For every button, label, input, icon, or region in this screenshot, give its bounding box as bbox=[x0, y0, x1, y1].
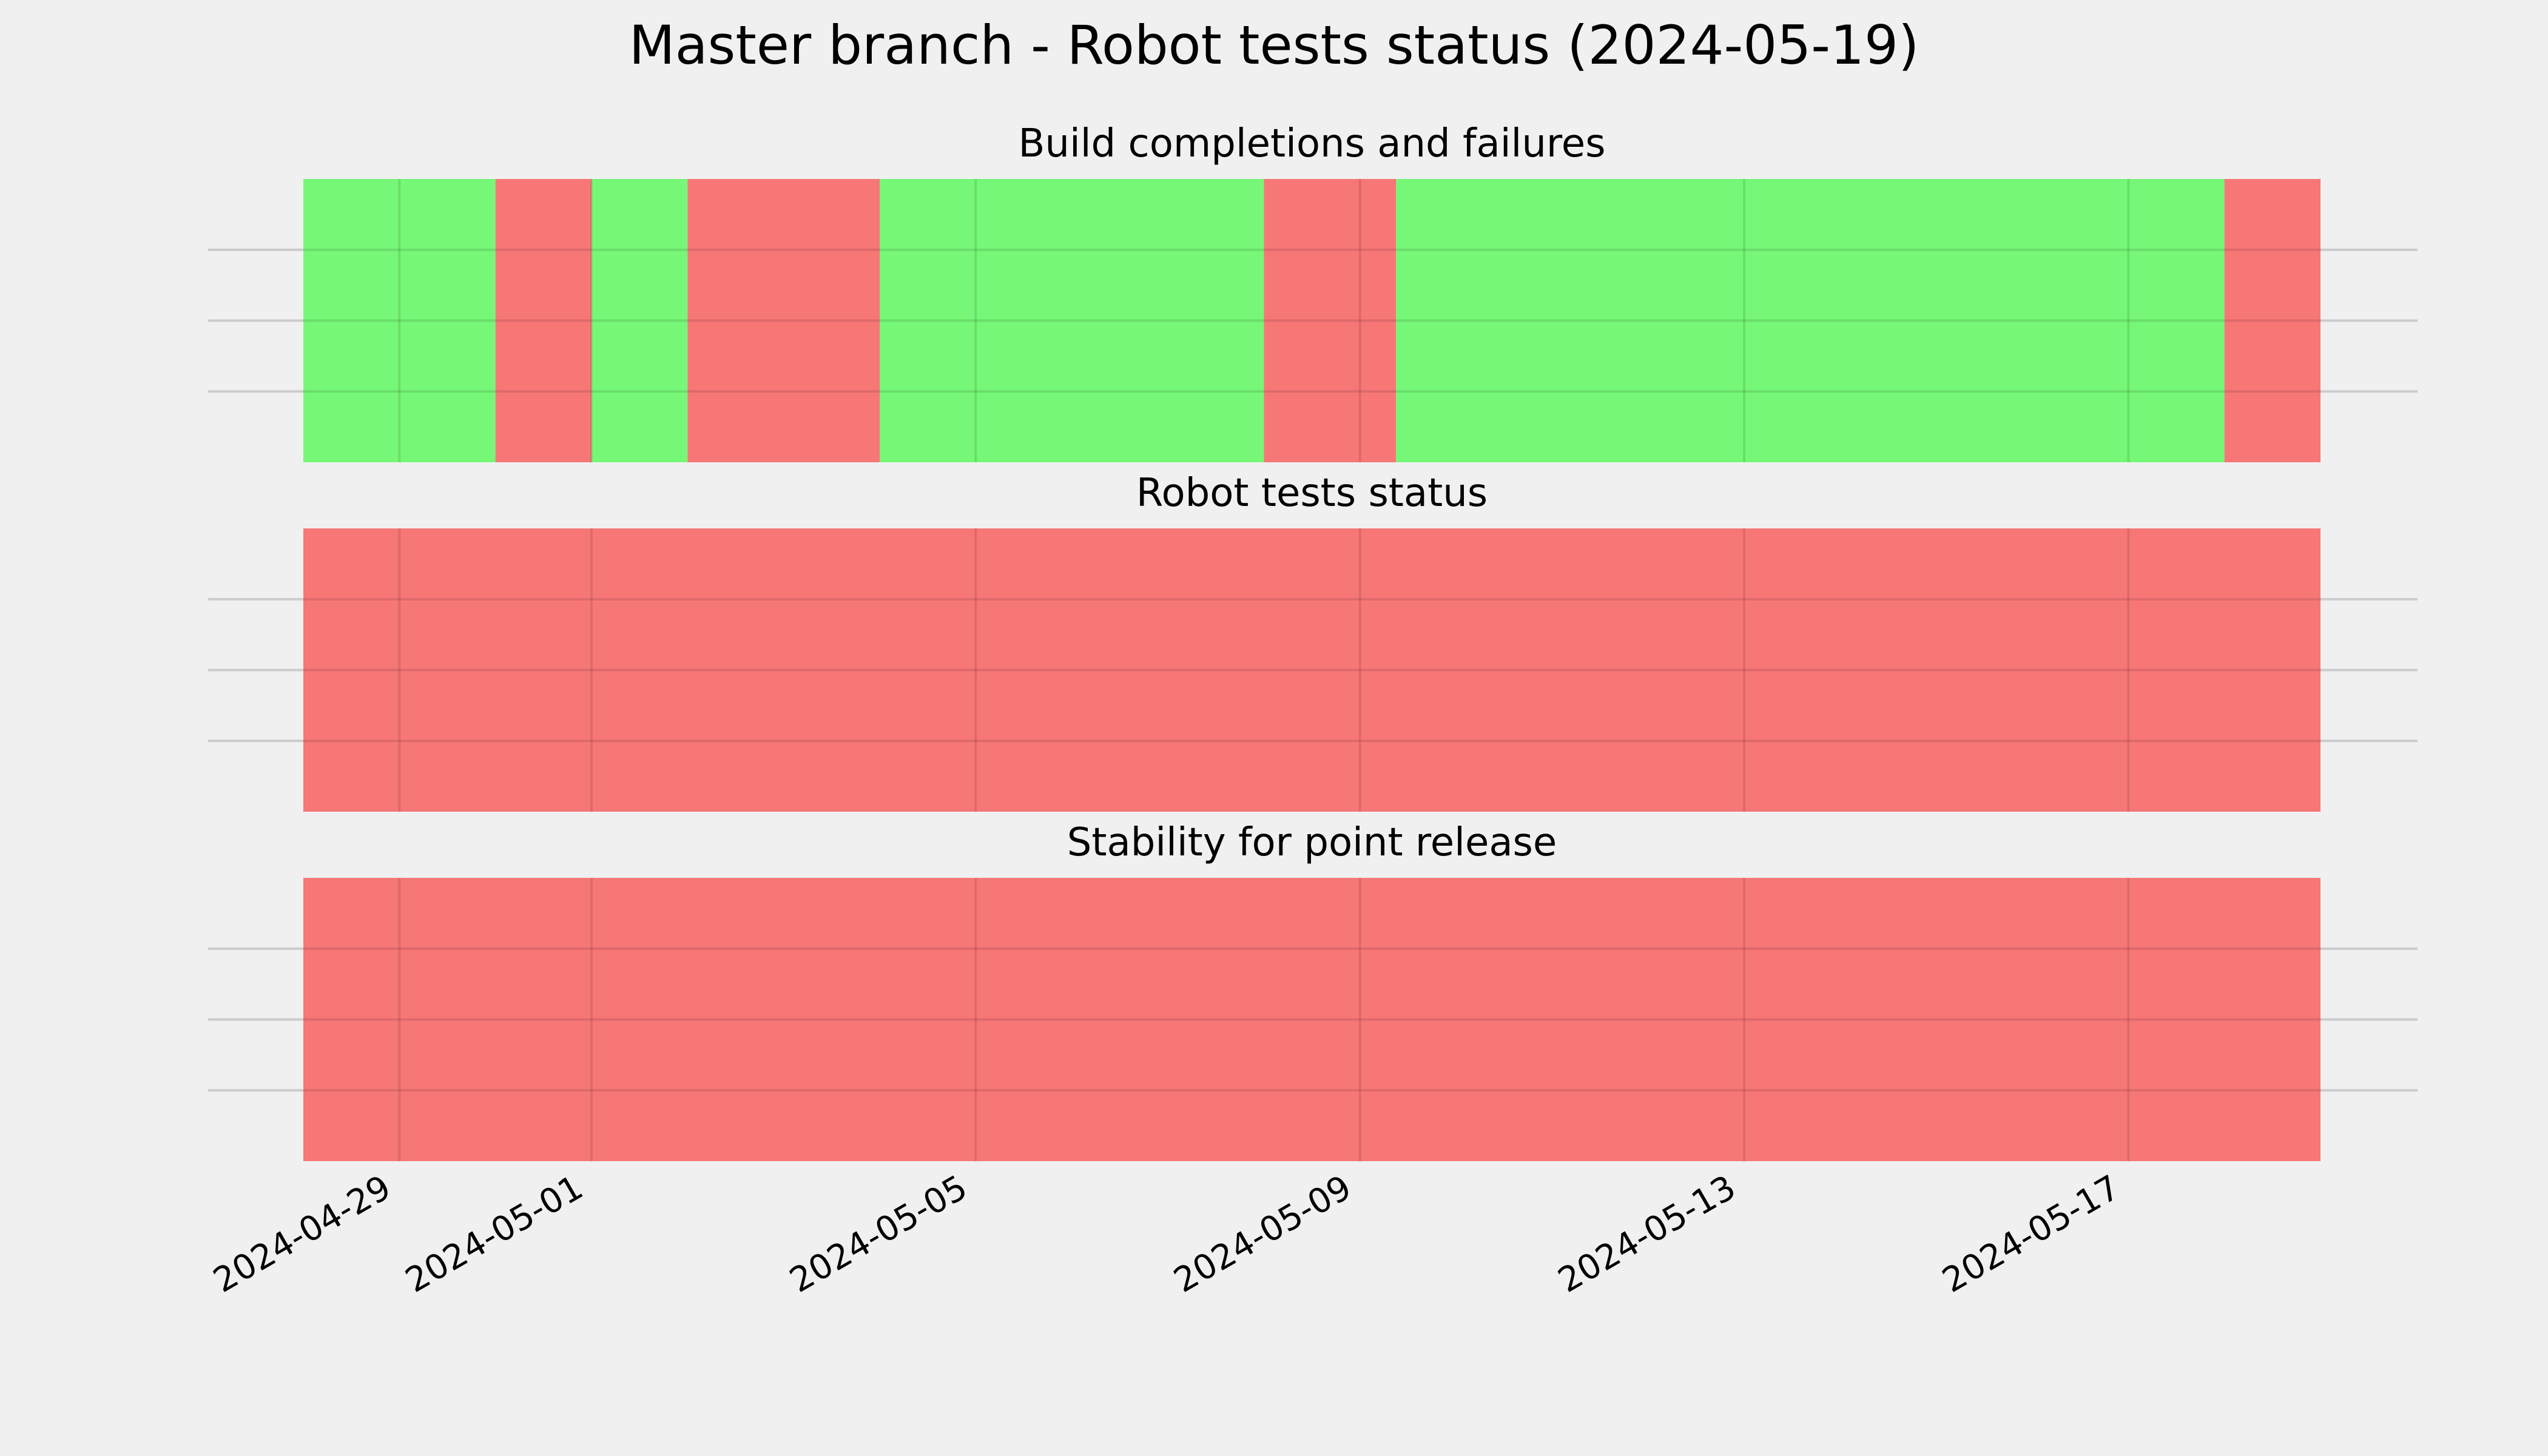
status-segment-pass bbox=[1396, 179, 2225, 462]
status-segment-fail bbox=[495, 179, 592, 462]
panel-title: Robot tests status bbox=[1136, 471, 1488, 516]
status-segment-pass bbox=[592, 179, 688, 462]
status-segment-fail bbox=[1264, 179, 1397, 462]
chart-title: Master branch - Robot tests status (2024… bbox=[629, 14, 1919, 76]
status-segment-pass bbox=[880, 179, 1264, 462]
status-segment-fail bbox=[303, 878, 2320, 1161]
status-segment-fail bbox=[687, 179, 880, 462]
panels: Build completions and failures Robot test… bbox=[208, 121, 2418, 1161]
panel-1: Build completions and failures bbox=[208, 121, 2418, 462]
status-segment-pass bbox=[303, 179, 496, 462]
status-segment-fail bbox=[2224, 179, 2320, 462]
panel-title: Stability for point release bbox=[1067, 820, 1557, 865]
status-segment-fail bbox=[303, 528, 2320, 812]
panel-2: Robot tests status bbox=[208, 471, 2418, 812]
panel-title: Build completions and failures bbox=[1019, 121, 1606, 166]
panel-3: Stability for point release bbox=[208, 820, 2418, 1161]
